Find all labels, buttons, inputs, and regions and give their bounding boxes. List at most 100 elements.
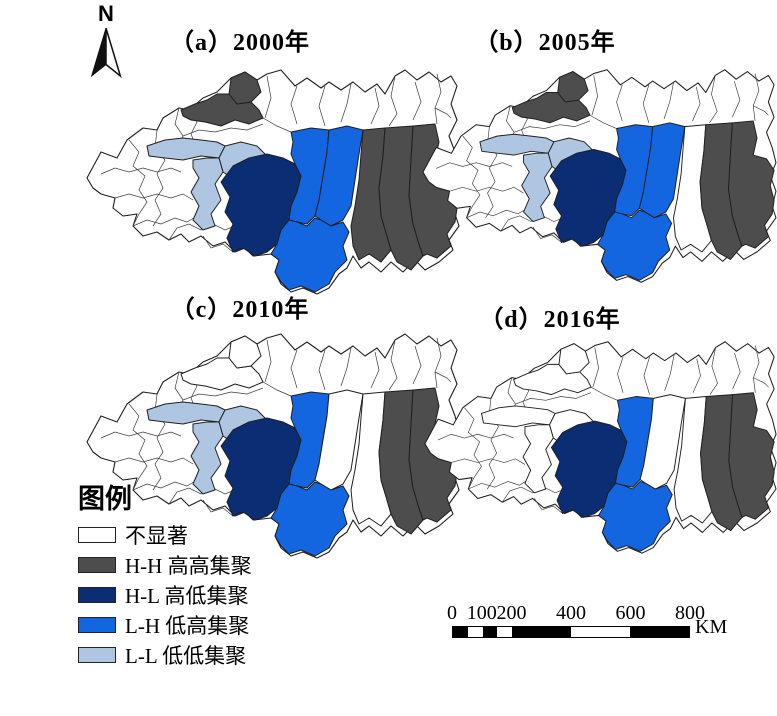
- county-boundary-line: [502, 486, 565, 503]
- legend-swatch-not-significant: [78, 527, 116, 543]
- cluster-region-ll2: [522, 424, 554, 494]
- cluster-region-nw2: [557, 71, 589, 103]
- cluster-region-lh3: [270, 481, 350, 557]
- county-boundary-line: [616, 84, 623, 122]
- county-boundary-line: [434, 337, 442, 389]
- county-boundary-line: [692, 358, 701, 393]
- map-panel-2000: [85, 64, 460, 299]
- county-boundary-line: [449, 186, 524, 194]
- legend-label-hl: H-L 高低集聚: [125, 584, 249, 608]
- legend-swatch-hl: [78, 587, 116, 603]
- county-boundary-line: [100, 431, 182, 439]
- cluster-region-nw2: [228, 71, 262, 105]
- county-boundary-line: [590, 386, 618, 401]
- scale-segment: [467, 627, 483, 637]
- map-panel-2016: [423, 336, 777, 558]
- north-arrow: N: [82, 2, 130, 80]
- legend-label-ll: L-L 低低集聚: [125, 644, 247, 668]
- scale-segment: [482, 627, 498, 637]
- county-boundary-line: [753, 105, 769, 116]
- panel-title-2005: （b）2005年: [474, 30, 616, 56]
- county-boundary-line: [182, 387, 264, 401]
- county-boundary-line: [318, 349, 326, 391]
- cluster-region-lh3: [270, 217, 350, 293]
- cluster-region-ll2: [190, 157, 224, 231]
- cluster-region-lh3: [598, 480, 673, 552]
- county-boundary-line: [434, 371, 452, 383]
- legend-swatch-hh: [78, 557, 116, 573]
- panel-title-2010: （c）2010年: [170, 297, 310, 323]
- county-boundary-line: [340, 83, 352, 123]
- legend-label-lh: L-H 低高集聚: [125, 614, 250, 638]
- cluster-region-nw1: [511, 91, 591, 124]
- scale-segment: [512, 627, 571, 637]
- county-boundary-line: [290, 349, 298, 389]
- county-boundary-line: [436, 162, 513, 169]
- county-boundary-line: [168, 487, 236, 505]
- county-boundary-line: [202, 499, 234, 517]
- map-svg-a: [86, 69, 460, 295]
- county-boundary-line: [464, 407, 482, 490]
- county-boundary-line: [589, 114, 617, 129]
- county-boundary-line: [709, 75, 718, 124]
- map-svg-d: [424, 341, 777, 554]
- scale-segment: [571, 627, 630, 637]
- legend-item-hl: H-L 高低集聚: [78, 580, 252, 610]
- legend-label-hh: H-H 高高集聚: [125, 554, 252, 578]
- county-boundary-line: [664, 354, 675, 391]
- county-boundary-line: [370, 87, 380, 125]
- county-boundary-line: [132, 215, 198, 227]
- panel-title-2016: （d）2016年: [479, 307, 621, 333]
- county-boundary-line: [515, 392, 592, 405]
- scale-bar-segments: [452, 626, 690, 638]
- north-arrow-icon: [90, 27, 122, 79]
- cluster-region-ll2: [190, 421, 224, 495]
- scale-segment: [453, 627, 468, 637]
- county-boundary-line: [437, 433, 514, 441]
- map-panel-2010: [85, 328, 460, 563]
- scale-unit-label: KM: [695, 616, 728, 638]
- county-boundary-line: [132, 479, 198, 491]
- county-boundary-line: [434, 73, 442, 125]
- county-boundary-line: [114, 457, 194, 465]
- county-boundary-line: [592, 347, 599, 388]
- county-boundary-line: [290, 85, 298, 125]
- scale-tick-600: 600: [615, 602, 646, 624]
- cluster-region-nw1: [180, 93, 264, 127]
- county-boundary-line: [462, 135, 481, 218]
- county-boundary-line: [264, 75, 272, 119]
- legend-swatch-lh: [78, 617, 116, 633]
- scale-bar-labels: 0 100 200 400 600 800: [447, 602, 705, 626]
- scale-segment: [497, 627, 512, 637]
- county-boundary-line: [732, 352, 741, 390]
- county-boundary-line: [128, 139, 148, 227]
- north-label: N: [98, 1, 114, 26]
- county-boundary-line: [412, 345, 422, 385]
- county-boundary-line: [264, 339, 272, 383]
- cluster-region-lh3: [597, 209, 673, 281]
- county-boundary-line: [732, 80, 741, 118]
- scale-tick-800: 800: [675, 602, 705, 624]
- county-boundary-line: [262, 381, 292, 397]
- county-boundary-line: [370, 351, 380, 389]
- county-boundary-line: [202, 235, 234, 253]
- cluster-region-nw2: [558, 343, 590, 375]
- county-boundary-line: [128, 403, 148, 491]
- scale-tick-100: 100: [466, 602, 497, 624]
- legend-item-lh: L-H 低高集聚: [78, 610, 252, 640]
- county-boundary-line: [500, 215, 564, 232]
- cluster-region-nw1: [513, 363, 592, 396]
- county-boundary-line: [468, 479, 529, 490]
- county-boundary-line: [663, 82, 674, 120]
- county-boundary-line: [534, 498, 563, 514]
- county-boundary-line: [752, 73, 760, 121]
- county-boundary-line: [451, 458, 526, 465]
- cluster-region-s3: [728, 392, 775, 520]
- cluster-region-ll2: [521, 152, 553, 222]
- legend: 图例 不显著 H-H 高高集聚 H-L 高低集聚 L-H 低高集聚 L-L 低低…: [78, 482, 252, 670]
- cluster-region-s3: [728, 120, 775, 249]
- map-panel-2005: [421, 64, 777, 287]
- legend-item-ll: L-L 低低集聚: [78, 640, 252, 670]
- county-boundary-line: [753, 345, 760, 393]
- county-boundary-line: [262, 117, 292, 133]
